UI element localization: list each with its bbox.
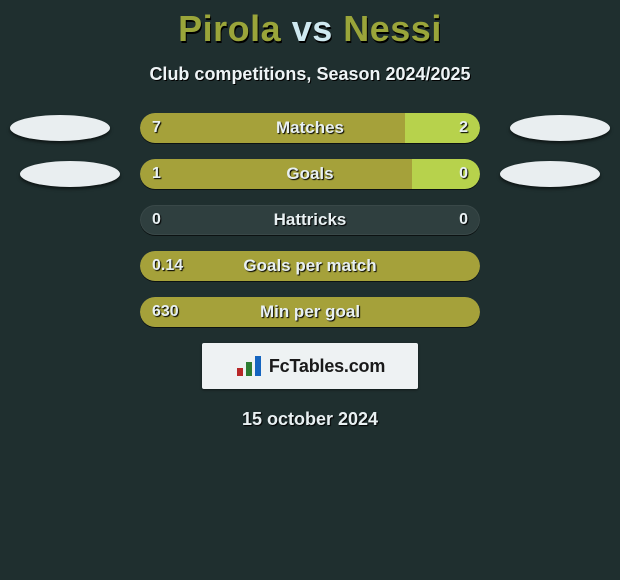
comparison-title: Pirola vs Nessi [0, 0, 620, 50]
stat-value-right: 0 [459, 205, 468, 235]
stat-row: Matches72 [0, 113, 620, 143]
subtitle: Club competitions, Season 2024/2025 [0, 64, 620, 85]
stat-bar: Matches72 [140, 113, 480, 143]
team-chip [20, 161, 120, 187]
stat-bar: Hattricks 0 0 [140, 205, 480, 235]
stat-bar: Goals10 [140, 159, 480, 189]
date-text: 15 october 2024 [0, 409, 620, 430]
player1-name: Pirola [178, 8, 281, 49]
team-chip [10, 115, 110, 141]
bar-segment-right [405, 113, 480, 143]
logo-bars-icon [235, 354, 265, 378]
stat-bar: Goals per match0.14 [140, 251, 480, 281]
team-chip [500, 161, 600, 187]
stat-row: Hattricks 0 0 [0, 205, 620, 235]
bar-segment-left [140, 113, 405, 143]
stat-value-left: 0 [152, 205, 161, 235]
logo-box: FcTables.com [202, 343, 418, 389]
bar-segment-right [412, 159, 480, 189]
bar-segment-left [140, 297, 480, 327]
stat-row: Goals per match0.14 [0, 251, 620, 281]
stat-rows-container: Matches72 Goals10 Hattricks 0 0 Goals per mat… [0, 113, 620, 327]
player2-name: Nessi [343, 8, 442, 49]
team-chip [510, 115, 610, 141]
stat-label-wrap: Hattricks [140, 205, 480, 235]
bar-segment-left [140, 251, 480, 281]
stat-row: Goals10 [0, 159, 620, 189]
bar-segment-left [140, 159, 412, 189]
logo-text: FcTables.com [269, 356, 385, 377]
stat-label: Hattricks [274, 210, 347, 230]
stat-bar: Min per goal630 [140, 297, 480, 327]
vs-text: vs [292, 8, 333, 49]
stat-row: Min per goal630 [0, 297, 620, 327]
